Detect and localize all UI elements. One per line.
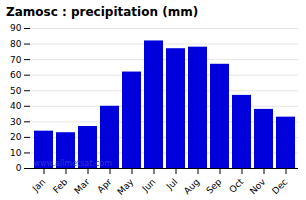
svg-text:Jul: Jul xyxy=(164,177,179,192)
svg-text:Jan: Jan xyxy=(30,177,48,195)
svg-text:Mar: Mar xyxy=(72,176,91,195)
svg-text:Nov: Nov xyxy=(248,176,268,196)
svg-text:Apr: Apr xyxy=(95,177,113,195)
svg-text:Dec: Dec xyxy=(270,177,289,196)
svg-text:Oct: Oct xyxy=(227,176,245,194)
svg-text:www.allmetsat.com: www.allmetsat.com xyxy=(34,159,113,168)
svg-text:70: 70 xyxy=(10,54,22,64)
svg-text:50: 50 xyxy=(10,86,22,96)
svg-text:60: 60 xyxy=(10,70,22,80)
svg-text:30: 30 xyxy=(10,117,22,127)
html-text:Zamosc : precipitation (mm): Zamosc : precipitation (mm) xyxy=(6,5,199,19)
svg-text:20: 20 xyxy=(10,132,22,142)
svg-text:90: 90 xyxy=(10,23,22,33)
svg-text:80: 80 xyxy=(10,39,22,49)
svg-text:Aug: Aug xyxy=(182,177,202,196)
svg-text:Jun: Jun xyxy=(140,177,158,195)
svg-text:10: 10 xyxy=(10,148,22,158)
svg-text:Sep: Sep xyxy=(204,177,223,196)
svg-text:40: 40 xyxy=(10,101,22,111)
svg-text:0: 0 xyxy=(16,163,22,173)
svg-text:Feb: Feb xyxy=(51,177,70,196)
svg-text:May: May xyxy=(115,176,136,196)
